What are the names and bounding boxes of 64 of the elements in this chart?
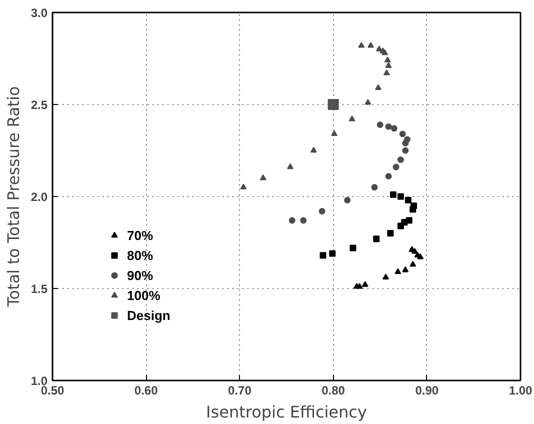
point xyxy=(387,230,394,237)
point xyxy=(411,248,418,254)
legend-label: 80% xyxy=(127,248,154,262)
point xyxy=(397,156,404,163)
x-tick-label: 0.90 xyxy=(415,384,439,398)
point xyxy=(402,147,409,154)
point xyxy=(374,84,382,90)
legend-label: 100% xyxy=(127,288,160,302)
y-tick-label: 2.0 xyxy=(30,190,48,204)
x-tick-label: 1.00 xyxy=(508,384,533,398)
x-tick-label: 0.70 xyxy=(228,384,252,398)
point xyxy=(288,217,296,224)
point xyxy=(376,46,382,52)
point xyxy=(399,130,406,138)
point xyxy=(392,164,400,170)
point xyxy=(390,191,396,198)
point xyxy=(240,184,247,190)
point xyxy=(260,174,266,180)
point xyxy=(371,184,378,191)
point xyxy=(385,173,392,180)
y-tick-label: 2.5 xyxy=(30,98,48,112)
legend-label: 70% xyxy=(127,228,154,242)
point xyxy=(350,244,356,252)
point xyxy=(385,123,392,130)
point xyxy=(384,56,391,62)
point xyxy=(348,116,356,122)
point xyxy=(397,222,404,230)
point xyxy=(402,266,409,272)
legend-label: Design xyxy=(127,308,170,322)
point xyxy=(353,282,360,289)
point xyxy=(344,196,351,204)
point xyxy=(417,254,424,260)
point xyxy=(310,146,317,153)
point xyxy=(404,196,412,204)
legend-label: 90% xyxy=(127,268,154,282)
point xyxy=(410,260,416,267)
point xyxy=(364,98,372,105)
point xyxy=(376,121,384,128)
x-tick-label: 0.50 xyxy=(40,384,65,398)
x-tick-label: 0.80 xyxy=(322,384,346,398)
y-tick-label: 3.0 xyxy=(30,6,48,20)
point xyxy=(362,281,368,287)
x-axis-title: Isentropic Efficiency xyxy=(206,402,367,422)
x-tick-label: 0.60 xyxy=(134,384,158,398)
point xyxy=(390,125,398,132)
point xyxy=(329,250,336,257)
point xyxy=(394,268,402,274)
point xyxy=(367,42,374,48)
point xyxy=(300,217,307,224)
point xyxy=(358,42,365,48)
point xyxy=(382,274,389,280)
point xyxy=(385,62,392,68)
point xyxy=(402,140,409,146)
y-tick-label: 1.5 xyxy=(30,282,48,296)
point xyxy=(410,206,416,213)
point xyxy=(383,70,390,76)
point xyxy=(397,193,404,200)
point xyxy=(373,236,380,242)
y-axis-title: Total to Total Pressure Ratio xyxy=(4,86,23,308)
point xyxy=(318,208,326,214)
point xyxy=(330,130,338,136)
point xyxy=(328,99,339,110)
point xyxy=(320,252,326,259)
point xyxy=(286,163,294,170)
